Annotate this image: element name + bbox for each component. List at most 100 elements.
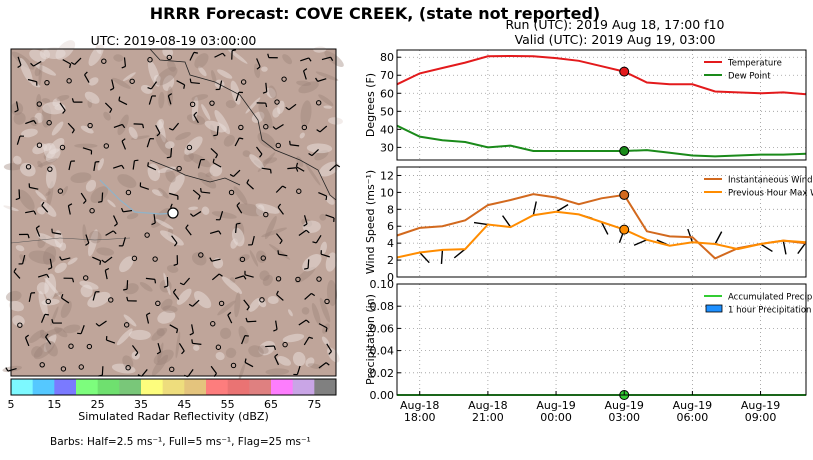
wind-barb: [132, 160, 136, 170]
wind-barb-feather: [95, 323, 100, 327]
wind-barb: [302, 70, 307, 80]
wind-barb-feather: [276, 290, 279, 295]
wind-barb: [296, 166, 305, 172]
terrain-shade: [176, 288, 192, 305]
wind-barb: [140, 185, 150, 190]
wind-barb-feather: [325, 195, 328, 201]
wind-barb-feather: [27, 234, 30, 239]
terrain-shade: [188, 206, 199, 211]
wind-barb-feather: [121, 124, 126, 129]
current-value-marker: [619, 224, 630, 235]
y-tick-label: 60: [380, 87, 394, 100]
wind-barb: [147, 165, 157, 171]
boundary-line: [149, 159, 241, 186]
wind-barb: [326, 343, 333, 352]
wind-barb-feather: [325, 327, 328, 332]
calm-circle: [155, 300, 161, 307]
x-tick-label: 06:00: [677, 411, 709, 424]
wind-barb: [61, 257, 71, 261]
terrain-shade: [31, 346, 43, 358]
wind-barb: [105, 230, 114, 236]
wind-barb-feather: [295, 162, 299, 167]
wind-barb-feather: [279, 240, 283, 245]
wind-barb: [80, 325, 85, 334]
wind-barb: [216, 126, 219, 136]
terrain-shade: [307, 363, 323, 370]
wind-barb: [300, 57, 310, 62]
wind-barb: [219, 80, 223, 90]
wind-barb-feather: [274, 353, 279, 358]
wind-barb-feather: [229, 173, 234, 178]
calm-circle: [60, 366, 67, 372]
wind-barb: [28, 292, 32, 302]
terrain-shade: [249, 250, 259, 267]
wind-barb: [176, 80, 185, 86]
wind-barb: [211, 273, 220, 281]
terrain-shade: [268, 85, 277, 99]
x-tick-label: 00:00: [540, 411, 572, 424]
terrain-shade: [248, 345, 264, 358]
wind-barb: [633, 239, 648, 246]
y-tick-label: 40: [380, 123, 394, 136]
wind-barb-feather: [246, 179, 250, 184]
terrain-shade: [325, 252, 337, 272]
calm-circle: [17, 322, 23, 328]
terrain-shade: [322, 323, 330, 334]
wind-barb-feather: [123, 288, 128, 291]
wind-barb: [61, 297, 70, 304]
wind-barb: [453, 248, 466, 259]
colorbar-segment: [206, 379, 229, 395]
wind-barb: [241, 335, 246, 345]
wind-barb-feather: [146, 312, 151, 316]
terrain-shade: [90, 186, 109, 204]
wind-barb: [17, 56, 22, 66]
wind-barb-feather: [13, 268, 17, 273]
legend-entry: Previous Hour Max Wind: [728, 189, 813, 199]
wind-barb: [265, 82, 268, 92]
legend-entry: Temperature: [727, 59, 782, 69]
y-tick-label: 0.10: [370, 278, 395, 291]
valid-title: Valid (UTC): 2019 Aug 19, 03:00: [514, 32, 716, 47]
terrain-shade: [116, 328, 133, 346]
wind-barb-feather: [243, 275, 247, 280]
wind-barb-feather: [70, 61, 75, 65]
terrain-shade: [158, 91, 165, 109]
wind-barb-feather: [71, 278, 75, 283]
wind-barb: [146, 138, 151, 148]
wind-barb-feather: [218, 230, 222, 235]
terrain-shade: [287, 309, 293, 317]
wind-barb: [307, 259, 310, 269]
wind-barb-feather: [109, 87, 115, 91]
terrain-shade: [38, 61, 43, 86]
wind-barb-feather: [15, 197, 20, 201]
wind-barb-feather: [97, 200, 103, 203]
terrain-shade: [248, 297, 262, 312]
wind-barb: [113, 215, 118, 224]
wind-barb: [131, 345, 139, 353]
wind-barb: [16, 135, 21, 145]
x-tick-label: 09:00: [745, 411, 777, 424]
wind-barb: [40, 314, 46, 323]
wind-barb: [317, 78, 327, 82]
calm-circle: [78, 364, 84, 370]
calm-circle: [215, 344, 222, 350]
calm-circle: [103, 143, 110, 149]
terrain-shade: [191, 94, 209, 101]
wind-barb-feather: [209, 257, 213, 262]
wind-barb-feather: [51, 319, 54, 324]
wind-barb: [121, 140, 127, 150]
wind-barb: [211, 258, 221, 262]
terrain-shade: [165, 169, 176, 183]
wind-barb: [210, 148, 218, 156]
wind-barb: [214, 52, 223, 58]
wind-barb-feather: [33, 120, 37, 125]
y-tick-label: 8: [387, 203, 394, 216]
calm-circle: [218, 300, 225, 307]
x-tick-label: Aug-19: [536, 399, 575, 412]
colorbar-tick-label: 75: [307, 398, 321, 411]
terrain-shade: [107, 199, 116, 208]
wind-barb: [760, 243, 773, 253]
terrain-shade: [41, 98, 51, 104]
calm-circle: [316, 276, 322, 282]
wind-barb: [319, 125, 328, 133]
